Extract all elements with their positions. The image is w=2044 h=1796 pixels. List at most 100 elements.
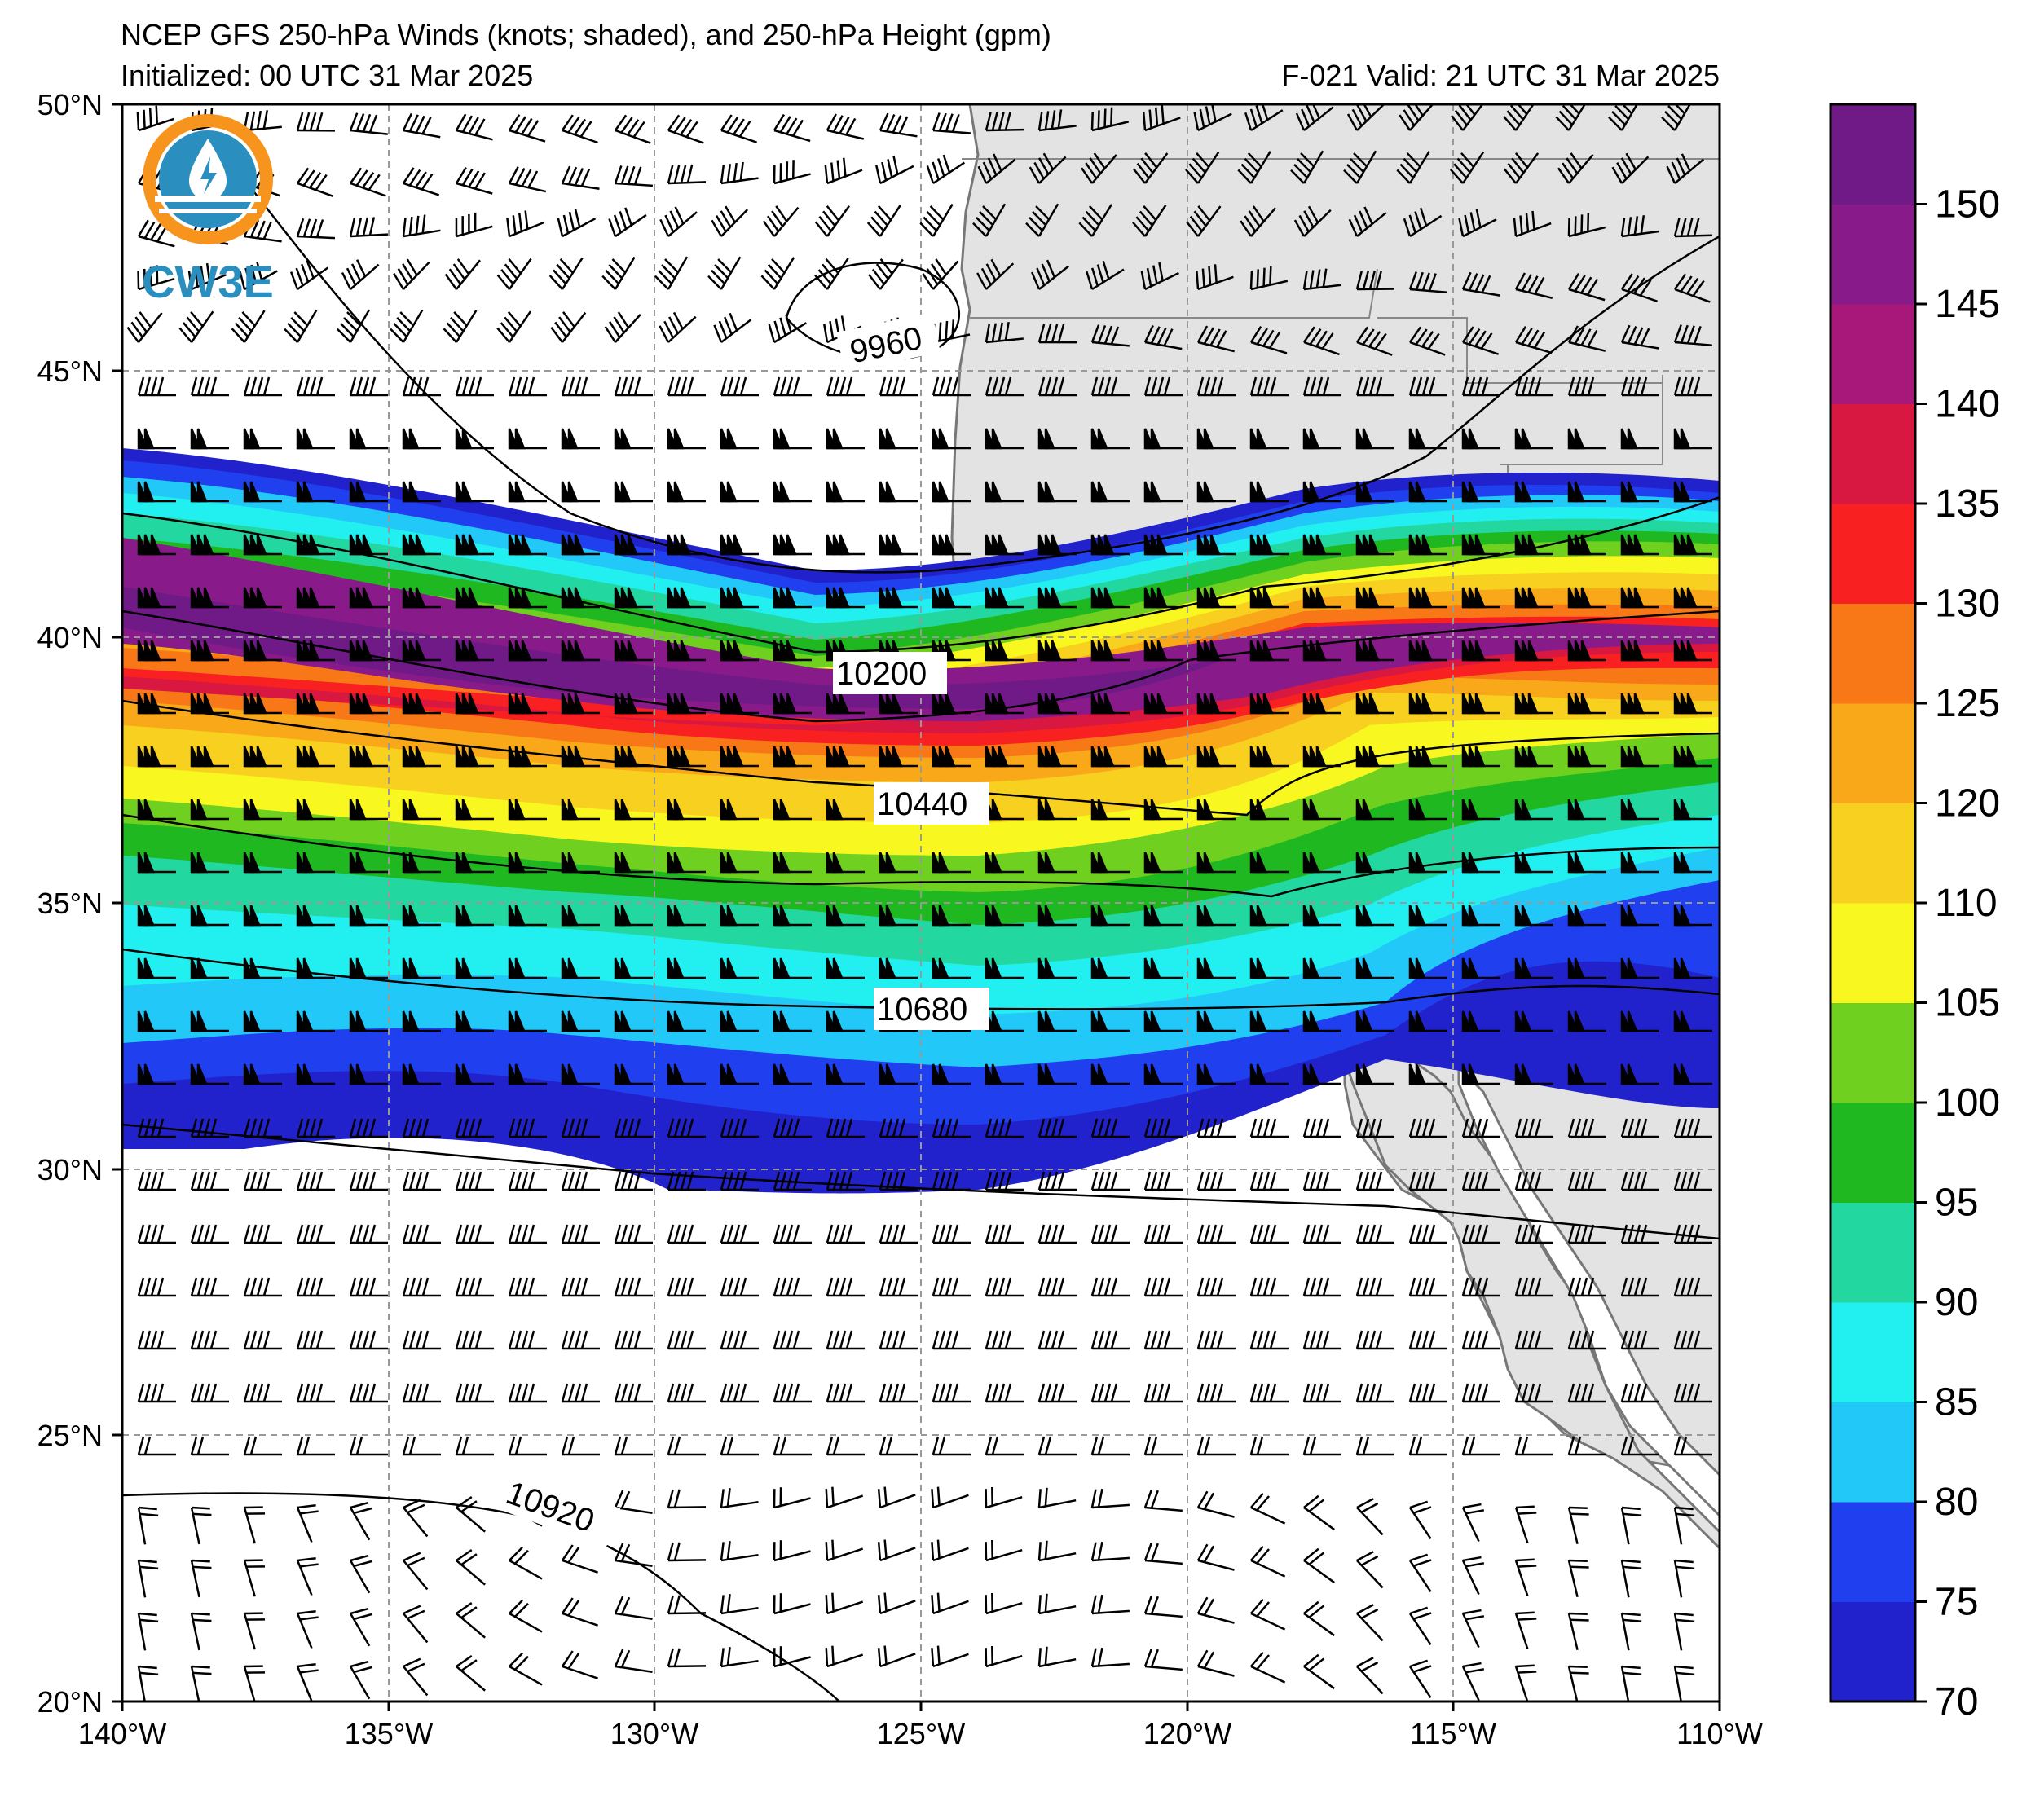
wind-barb bbox=[1514, 428, 1553, 450]
logo-text: CW3E bbox=[142, 256, 274, 307]
wind-barb bbox=[1196, 746, 1236, 768]
wind-barb bbox=[826, 1118, 865, 1138]
wind-barb bbox=[667, 640, 706, 662]
wind-barb bbox=[1143, 799, 1183, 821]
wind-barb bbox=[243, 1559, 266, 1597]
colorbar-tick-label: 120 bbox=[1935, 782, 2000, 825]
wind-barb bbox=[1620, 324, 1659, 350]
wind-barb bbox=[349, 1063, 388, 1085]
wind-barb bbox=[1408, 852, 1447, 874]
wind-barb bbox=[773, 693, 812, 715]
wind-barb bbox=[243, 1277, 282, 1297]
wind-barb bbox=[1673, 799, 1712, 821]
wind-barb bbox=[1673, 217, 1713, 238]
wind-barb bbox=[508, 799, 547, 821]
wind-barb bbox=[561, 1171, 600, 1191]
wind-barb bbox=[243, 640, 282, 662]
wind-barb bbox=[1461, 326, 1499, 355]
wind-barb bbox=[243, 1118, 282, 1138]
wind-barb bbox=[1143, 1224, 1183, 1244]
wind-barb bbox=[1037, 746, 1077, 768]
lon-ticks bbox=[121, 1701, 1721, 1711]
wind-barb bbox=[1461, 905, 1500, 927]
wind-barb bbox=[604, 311, 641, 343]
wind-barb bbox=[868, 258, 904, 290]
wind-barb bbox=[1620, 852, 1659, 874]
wind-barb bbox=[455, 1277, 494, 1297]
wind-barb bbox=[1673, 852, 1712, 874]
wind-barb bbox=[1620, 1506, 1642, 1545]
wind-barb bbox=[1461, 746, 1500, 768]
wind-barb bbox=[1396, 150, 1430, 184]
wind-barb bbox=[1090, 1277, 1130, 1297]
wind-barb bbox=[1461, 1662, 1485, 1701]
wind-barb bbox=[985, 1277, 1024, 1297]
wind-barb bbox=[1355, 1383, 1394, 1403]
wind-barb bbox=[1399, 104, 1434, 131]
wind-barb bbox=[1408, 640, 1447, 662]
wind-barb bbox=[1461, 1609, 1485, 1649]
wind-barb bbox=[1355, 1224, 1394, 1244]
wind-barb bbox=[1567, 1559, 1589, 1598]
wind-barb bbox=[137, 376, 176, 397]
wind-barb bbox=[1567, 1224, 1606, 1244]
wind-barb bbox=[879, 1277, 918, 1297]
wind-barb bbox=[659, 206, 698, 237]
wind-speed-shading bbox=[122, 448, 1720, 1194]
wind-barb bbox=[296, 1224, 335, 1244]
wind-barb bbox=[137, 1063, 176, 1085]
wind-barb bbox=[1143, 1010, 1183, 1032]
lat-ticks bbox=[112, 103, 122, 1703]
wind-barb bbox=[1037, 1330, 1077, 1350]
lon-label: 120°W bbox=[1143, 1717, 1231, 1750]
wind-barb bbox=[1673, 1010, 1712, 1032]
wind-barb bbox=[814, 205, 850, 237]
wind-barb bbox=[1249, 746, 1289, 768]
wind-barb bbox=[190, 1118, 229, 1138]
wind-barb bbox=[667, 1648, 707, 1668]
wind-barb bbox=[455, 1436, 494, 1456]
wind-barb bbox=[1514, 1330, 1553, 1350]
wind-barb bbox=[1196, 905, 1236, 927]
wind-barb bbox=[1567, 1665, 1589, 1701]
lat-label: 20°N bbox=[37, 1685, 103, 1719]
wind-barb bbox=[985, 1118, 1024, 1138]
wind-barb bbox=[455, 1330, 494, 1350]
wind-barb bbox=[1302, 799, 1341, 821]
wind-barb bbox=[137, 746, 176, 768]
wind-barb bbox=[667, 1277, 706, 1297]
wind-barb bbox=[561, 1118, 600, 1138]
wind-barb bbox=[137, 905, 176, 927]
wind-barb bbox=[1196, 376, 1236, 397]
wind-barb bbox=[1461, 1063, 1500, 1085]
wind-barb bbox=[1249, 1171, 1289, 1191]
wind-barb bbox=[932, 481, 971, 503]
wind-barb bbox=[349, 534, 388, 556]
wind-barb bbox=[1620, 481, 1659, 503]
wind-barb bbox=[1143, 1383, 1183, 1403]
wind-barb bbox=[879, 1436, 918, 1456]
wind-barb bbox=[1461, 640, 1500, 662]
colorbar-tick-label: 90 bbox=[1935, 1281, 1978, 1324]
wind-barb bbox=[1355, 1118, 1394, 1138]
wind-barb bbox=[932, 534, 971, 556]
wind-barb bbox=[601, 256, 636, 290]
wind-barb bbox=[932, 693, 971, 715]
wind-barb bbox=[137, 219, 175, 248]
wind-barb bbox=[1249, 1063, 1289, 1085]
wind-barb bbox=[1461, 428, 1500, 450]
contour-labels: 9960 10200 10440 10680 10920 bbox=[496, 312, 989, 1548]
wind-barb bbox=[349, 167, 386, 197]
wind-barb bbox=[349, 1330, 388, 1350]
wind-barb bbox=[393, 258, 430, 290]
wind-barb bbox=[1348, 206, 1387, 237]
wind-barb bbox=[1408, 326, 1446, 356]
wind-barb bbox=[1461, 1330, 1500, 1350]
wind-barb bbox=[1620, 905, 1659, 927]
wind-barb bbox=[711, 205, 749, 237]
wind-barb bbox=[1249, 693, 1289, 715]
wind-barb bbox=[826, 852, 865, 874]
colorbar-tick-label: 110 bbox=[1935, 882, 1998, 925]
wind-barb bbox=[826, 799, 865, 821]
